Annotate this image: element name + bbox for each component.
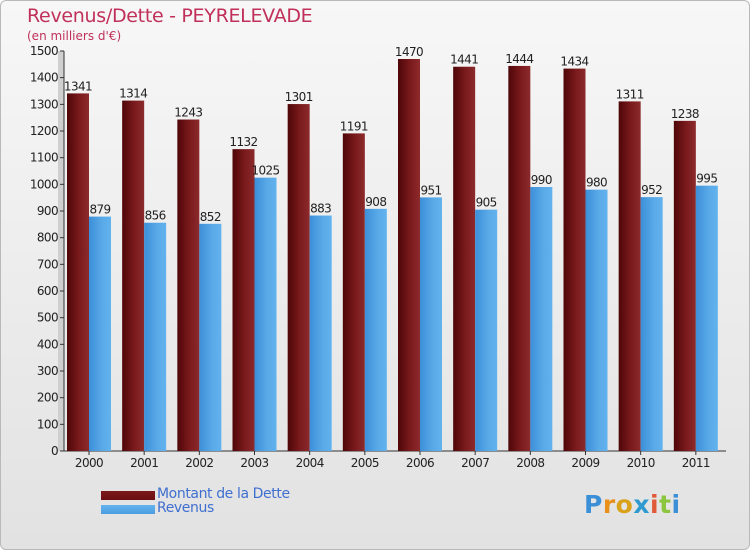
bar-dette (232, 149, 255, 451)
y-tick-label: 600 (37, 284, 58, 298)
chart-subtitle: (en milliers d'€) (27, 29, 122, 43)
bar-revenus (530, 187, 553, 451)
y-tick-label: 1200 (30, 124, 58, 138)
y-tick-label: 900 (37, 204, 58, 218)
bar-dette (342, 133, 365, 451)
data-label-revenus: 856 (145, 209, 166, 223)
y-tick-label: 500 (37, 311, 58, 325)
x-tick-label: 2003 (240, 456, 268, 470)
bar-dette (67, 93, 89, 452)
bar-dette (122, 100, 145, 451)
x-tick-label: 2002 (185, 456, 213, 470)
bar-revenus (199, 223, 222, 451)
bar-dette (453, 66, 476, 451)
bar-dette (508, 65, 531, 451)
data-label-dette: 1191 (340, 119, 368, 133)
bar-revenus (475, 209, 498, 451)
y-tick-label: 1000 (30, 177, 58, 191)
bar-revenus (640, 197, 663, 451)
logo-letter: P (584, 490, 603, 519)
bar-revenus (695, 185, 718, 451)
data-label-revenus: 879 (89, 203, 110, 217)
y-axis-shadow (58, 51, 64, 451)
data-label-revenus: 952 (641, 183, 662, 197)
x-tick-label: 2011 (682, 456, 710, 470)
chart-title: Revenus/Dette - PEYRELEVADE (27, 5, 313, 27)
data-label-dette: 1441 (450, 53, 478, 67)
y-tick-label: 200 (37, 391, 58, 405)
data-label-dette: 1434 (560, 55, 588, 69)
bar-dette (287, 104, 310, 452)
logo-letter: r (602, 490, 616, 519)
data-label-dette: 1444 (505, 52, 533, 66)
legend-label-dette: Montant de la Dette (157, 486, 290, 502)
y-tick-label: 800 (37, 231, 58, 245)
logo-letter: i (650, 490, 660, 519)
legend-label-revenus: Revenus (157, 500, 214, 516)
data-label-revenus: 951 (420, 183, 441, 197)
y-tick-label: 1300 (30, 97, 58, 111)
bar-revenus (420, 197, 442, 451)
y-tick-label: 400 (37, 337, 58, 351)
logo-letter: o (615, 490, 634, 519)
bar-dette (177, 119, 200, 452)
data-label-revenus: 852 (200, 210, 221, 224)
data-label-revenus: 905 (476, 196, 497, 210)
y-tick-label: 1500 (30, 44, 58, 58)
data-label-revenus: 990 (531, 173, 552, 187)
bar-dette (673, 120, 696, 451)
data-label-dette: 1341 (64, 79, 92, 93)
bar-revenus (585, 189, 608, 451)
y-tick-label: 0 (51, 444, 58, 458)
bar-dette (563, 68, 586, 451)
data-label-dette: 1311 (616, 87, 644, 101)
y-tick-label: 300 (37, 364, 58, 378)
bar-revenus (144, 222, 167, 451)
y-tick-label: 100 (37, 417, 58, 431)
bar-dette (398, 59, 420, 451)
data-label-dette: 1243 (174, 106, 202, 120)
data-label-revenus: 995 (696, 172, 717, 186)
x-tick-label: 2000 (75, 456, 103, 470)
data-label-dette: 1301 (285, 90, 313, 104)
bar-revenus (309, 215, 332, 451)
bar-revenus (89, 216, 111, 451)
bar-revenus (364, 208, 387, 451)
x-tick-label: 2010 (627, 456, 655, 470)
x-tick-label: 2004 (296, 456, 324, 470)
data-label-revenus: 1025 (251, 164, 279, 178)
logo-letter: t (659, 490, 672, 519)
data-label-dette: 1314 (119, 87, 147, 101)
x-tick-label: 2009 (571, 456, 599, 470)
legend-swatch-dette (101, 491, 155, 500)
logo-letter: x (633, 490, 650, 519)
data-label-revenus: 980 (586, 176, 607, 190)
bar-revenus (254, 177, 277, 451)
bar-dette (618, 101, 641, 452)
legend-swatch-revenus (101, 505, 155, 514)
x-tick-label: 2005 (351, 456, 379, 470)
x-tick-label: 2007 (461, 456, 489, 470)
x-tick-label: 2006 (406, 456, 434, 470)
y-tick-label: 1400 (30, 71, 58, 85)
y-tick-label: 700 (37, 257, 58, 271)
logo-letter: i (671, 490, 681, 519)
proxiti-logo: Proxiti (584, 490, 681, 519)
data-label-revenus: 908 (365, 195, 386, 209)
data-label-dette: 1238 (671, 107, 699, 121)
data-label-dette: 1132 (229, 135, 257, 149)
x-tick-label: 2008 (516, 456, 544, 470)
x-tick-label: 2001 (130, 456, 158, 470)
data-label-dette: 1470 (395, 45, 423, 59)
data-label-revenus: 883 (310, 202, 331, 216)
y-tick-label: 1100 (30, 151, 58, 165)
